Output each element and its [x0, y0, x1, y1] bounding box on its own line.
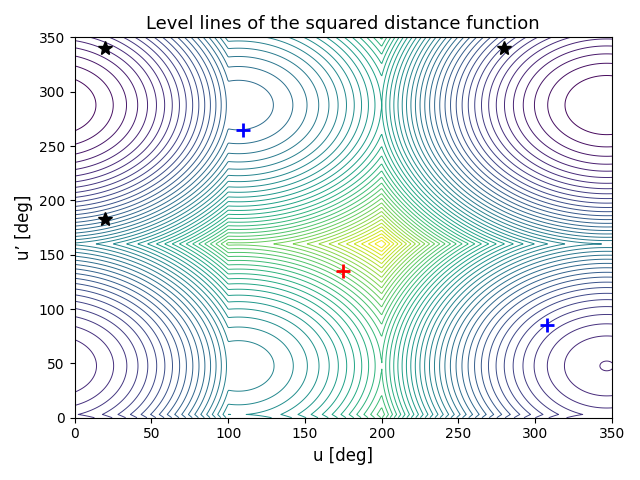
Y-axis label: u’ [deg]: u’ [deg]: [15, 195, 33, 260]
X-axis label: u [deg]: u [deg]: [313, 447, 373, 465]
Title: Level lines of the squared distance function: Level lines of the squared distance func…: [147, 15, 540, 33]
